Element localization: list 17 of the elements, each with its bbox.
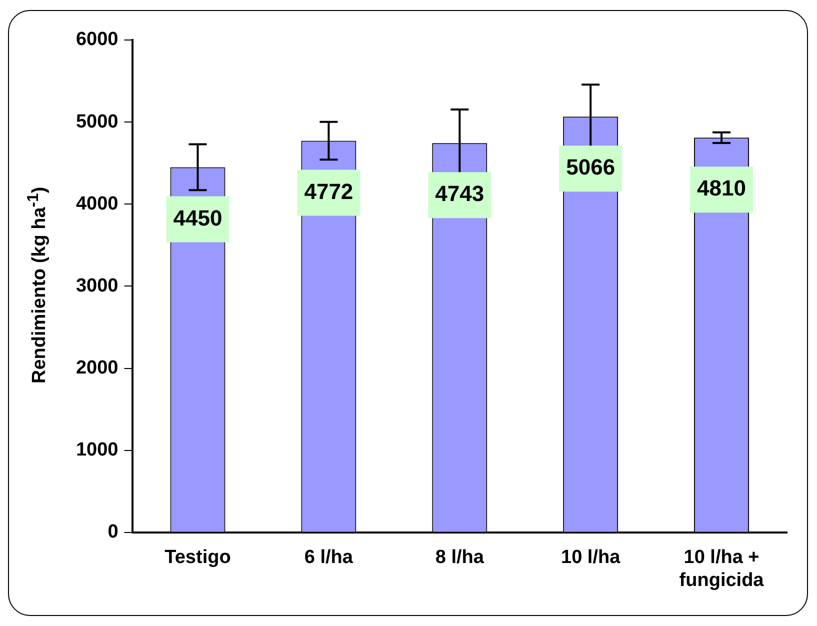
x-tick-label: 10 l/ha + fungicida [679,547,764,591]
y-tick-label: 0 [108,522,118,543]
y-tick-label: 5000 [76,111,118,132]
x-tick-label: 6 l/ha [304,547,354,568]
data-label: 4450 [173,205,222,230]
y-tick-label: 1000 [76,440,118,461]
y-tick-label: 4000 [76,193,118,214]
x-tick-label: 10 l/ha [561,547,621,568]
y-tick-label: 2000 [76,358,118,378]
data-label: 5066 [566,154,616,180]
y-tick-label: 6000 [76,29,118,50]
y-tick-label: 3000 [76,275,118,296]
x-tick-label: Testigo [164,547,231,568]
data-label: 4743 [435,181,484,206]
x-tick-label: 8 l/ha [435,547,484,568]
data-label: 4810 [697,176,746,201]
data-label: 4772 [304,178,354,204]
